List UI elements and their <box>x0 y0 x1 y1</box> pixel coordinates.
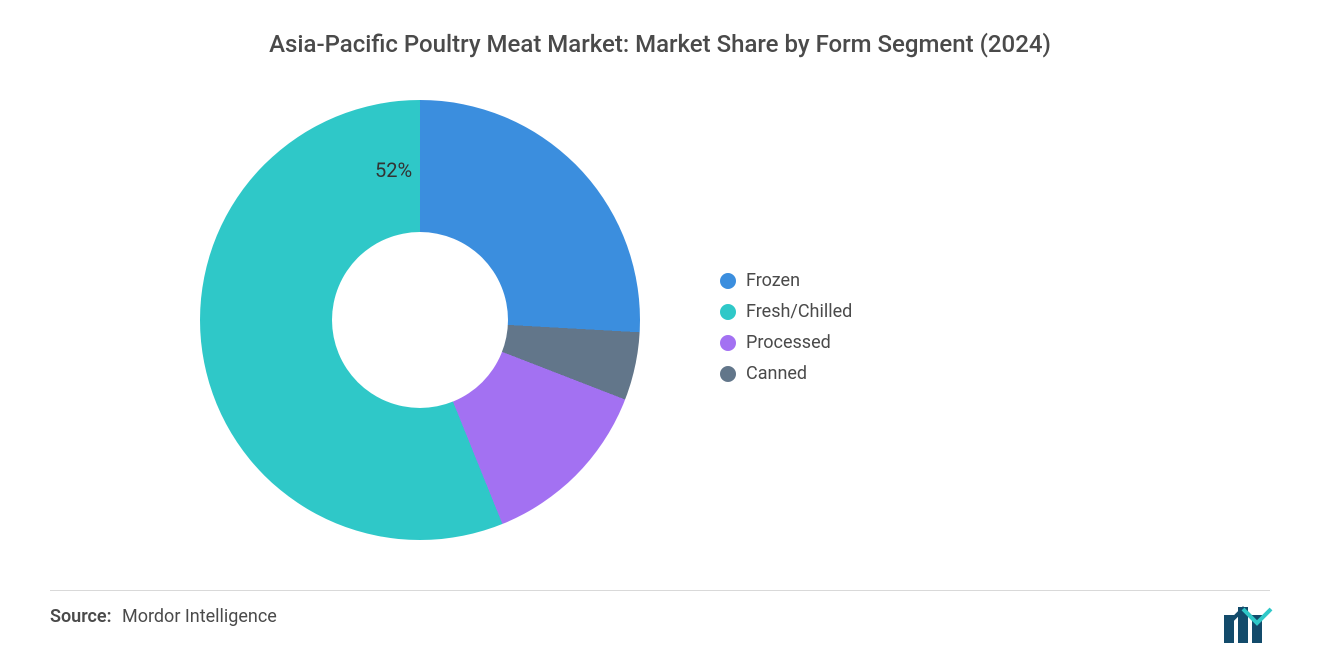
donut-hole <box>332 232 508 408</box>
slice-label-frozen: 52% <box>375 158 412 182</box>
legend: Frozen Fresh/Chilled Processed Canned <box>720 270 852 394</box>
source-value: Mordor Intelligence <box>122 606 277 627</box>
legend-item-fresh-chilled: Fresh/Chilled <box>720 301 852 322</box>
source-line: Source: Mordor Intelligence <box>50 606 277 627</box>
legend-label: Processed <box>746 332 831 353</box>
legend-item-processed: Processed <box>720 332 852 353</box>
legend-marker-icon <box>720 304 736 320</box>
legend-marker-icon <box>720 335 736 351</box>
legend-label: Frozen <box>746 270 800 291</box>
legend-label: Fresh/Chilled <box>746 301 852 322</box>
footer-divider <box>50 590 1270 591</box>
legend-marker-icon <box>720 273 736 289</box>
mordor-logo-icon <box>1224 603 1280 643</box>
legend-marker-icon <box>720 366 736 382</box>
source-label: Source: <box>50 606 112 627</box>
legend-item-canned: Canned <box>720 363 852 384</box>
donut-chart: 52% <box>200 100 640 540</box>
legend-item-frozen: Frozen <box>720 270 852 291</box>
legend-label: Canned <box>746 363 807 384</box>
chart-title: Asia-Pacific Poultry Meat Market: Market… <box>0 30 1320 58</box>
